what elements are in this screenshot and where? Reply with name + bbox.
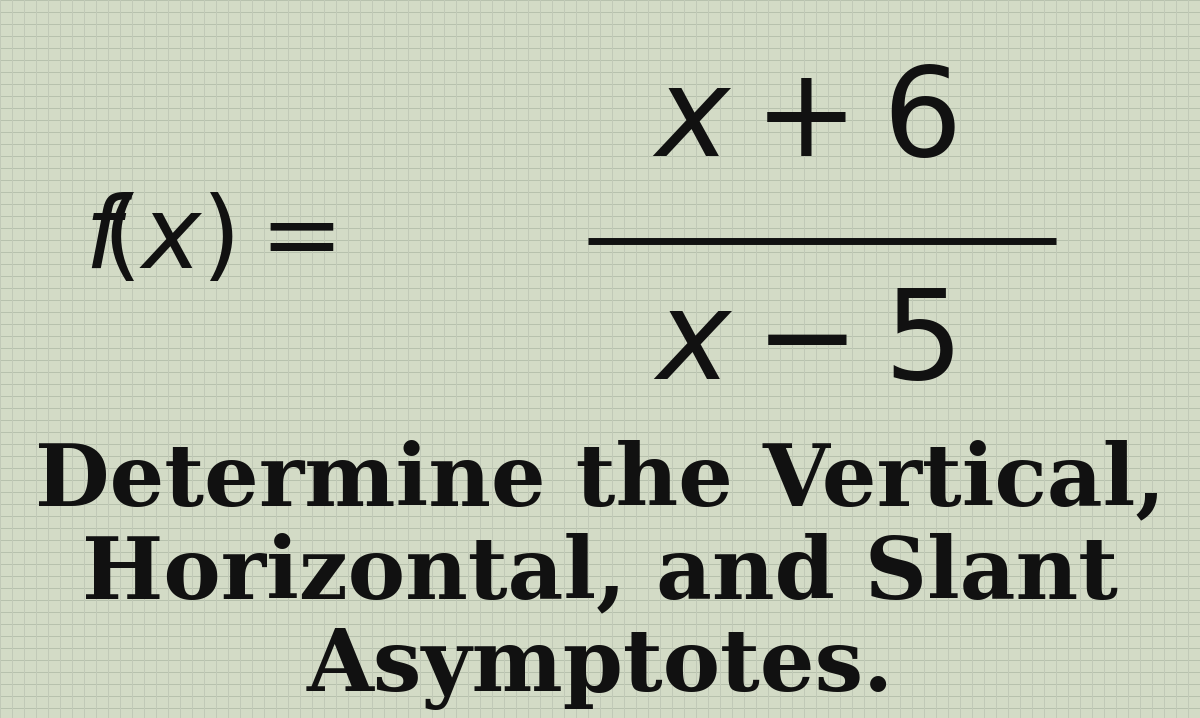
Text: $x-5$: $x-5$	[653, 284, 955, 406]
Text: $f\!\left(x\right) =$: $f\!\left(x\right) =$	[84, 193, 335, 288]
Text: Asymptotes.: Asymptotes.	[306, 626, 894, 709]
Text: Horizontal, and Slant: Horizontal, and Slant	[82, 533, 1118, 616]
Text: $x+6$: $x+6$	[652, 61, 956, 183]
Text: Determine the Vertical,: Determine the Vertical,	[35, 439, 1165, 523]
